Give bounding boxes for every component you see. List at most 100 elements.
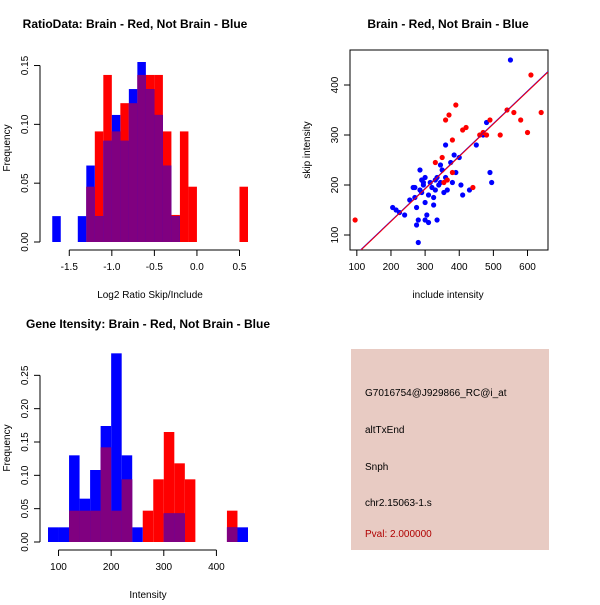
ratio-brain-bar-13 — [239, 186, 248, 242]
ratio-overlap-bar-6 — [120, 140, 129, 242]
pval-text: Pval: 2.000000 — [365, 529, 432, 540]
probe-id-text: G7016754@J929866_RC@i_at — [365, 388, 507, 399]
scatter-notbrain-point-44 — [456, 154, 462, 161]
intensity-y-tick-label-1: 0.05 — [20, 498, 31, 518]
scatter-brain-point-23 — [441, 179, 447, 186]
scatter-brain-point-17 — [518, 117, 524, 123]
scatter-brain-point-18 — [524, 129, 531, 136]
scatter-plot-frame — [349, 49, 549, 251]
intensity-x-axis-label: Intensity — [129, 590, 166, 600]
intensity-overlap-bar-11 — [226, 527, 238, 542]
intensity-y-tick-label-2: 0.10 — [20, 465, 31, 485]
scatter-brain-point-1 — [432, 159, 438, 166]
ratio-histogram-panel: RatioData: Brain - Red, Not Brain - Blue… — [2, 17, 248, 301]
location-text: chr2.15063-1.s — [365, 498, 432, 509]
ratio-y-tick-label-0: 0.00 — [20, 232, 31, 252]
intensity-overlap-bar-7 — [121, 479, 133, 542]
ratio-brain-bar-11 — [179, 131, 189, 242]
scatter-x-axis-label: include intensity — [412, 290, 483, 301]
event-type-text: altTxEnd — [365, 425, 404, 436]
scatter-notbrain-point-45 — [458, 182, 464, 188]
intensity-y-axis-label: Frequency — [2, 424, 13, 471]
intensity-y-tick-label-4: 0.20 — [20, 398, 31, 418]
scatter-notbrain-point-32 — [413, 222, 420, 228]
intensity-overlap-bar-9 — [163, 513, 175, 542]
scatter-brain-point-13 — [487, 117, 493, 123]
scatter-brain-point-9 — [470, 184, 476, 191]
intensity-brain-bar-11 — [226, 510, 238, 542]
ratio-overlap-bar-5 — [111, 131, 121, 242]
scatter-brain-point-16 — [511, 109, 517, 116]
scatter-notbrain-point-51 — [487, 169, 493, 176]
scatter-x-tick-label-5: 600 — [519, 262, 536, 273]
scatter-notbrain-point-48 — [473, 142, 479, 148]
scatter-notbrain-point-37 — [412, 184, 418, 191]
intensity-y-tick-label-0: 0.00 — [20, 532, 31, 552]
intensity-brain-bar-9 — [174, 463, 185, 542]
ratio-y-tick-label-1: 0.05 — [20, 173, 31, 193]
scatter-y-tick-label-2: 300 — [330, 126, 341, 143]
intensity-y-tick-label-3: 0.15 — [20, 432, 31, 452]
scatter-x-tick-label-0: 100 — [348, 262, 365, 273]
scatter-brain-point-2 — [439, 154, 445, 161]
scatter-notbrain-point-7 — [413, 204, 420, 211]
scatter-brain-point-19 — [528, 72, 534, 78]
scatter-brain-fit-line — [360, 71, 548, 250]
scatter-y-tick-label-1: 200 — [330, 176, 341, 193]
ratio-overlap-bar-4 — [103, 140, 112, 242]
scatter-notbrain-point-52 — [489, 179, 495, 186]
scatter-brain-point-3 — [442, 117, 449, 123]
scatter-chart-title: Brain - Red, Not Brain - Blue — [367, 17, 529, 31]
scatter-notbrain-point-14 — [424, 212, 430, 218]
intensity-brain-bar-6 — [142, 510, 154, 542]
scatter-notbrain-point-38 — [417, 167, 423, 173]
intensity-x-tick-label-1: 200 — [103, 562, 120, 573]
ratio-x-axis-label: Log2 Ratio Skip/Include — [97, 290, 203, 301]
intensity-overlap-bar-5 — [100, 447, 112, 542]
ratio-y-axis-label: Frequency — [2, 124, 13, 171]
intensity-notbrain-bar-12 — [237, 527, 248, 542]
scatter-notbrain-point-46 — [460, 192, 466, 198]
scatter-notbrain-point-53 — [507, 57, 514, 63]
intensity-notbrain-bar-8 — [132, 527, 143, 542]
scatter-y-axis-label: skip intensity — [302, 121, 313, 178]
ratio-x-tick-label-3: 0.0 — [190, 262, 204, 273]
scatter-x-tick-label-3: 400 — [451, 262, 468, 273]
ratio-overlap-bar-8 — [137, 74, 146, 242]
scatter-notbrain-point-28 — [449, 179, 456, 186]
scatter-notbrain-point-3 — [402, 212, 408, 218]
scatter-brain-point-14 — [497, 132, 503, 138]
intensity-chart-title: Gene Itensity: Brain - Red, Not Brain - … — [26, 317, 270, 331]
intensity-notbrain-bar-4 — [90, 470, 101, 542]
ratio-overlap-bar-10 — [154, 114, 163, 242]
ratio-overlap-bar-12 — [171, 216, 180, 242]
ratio-brain-bar-12 — [188, 186, 197, 242]
intensity-x-tick-label-2: 300 — [155, 562, 172, 573]
scatter-brain-point-0 — [352, 217, 358, 223]
intensity-histogram-panel: Gene Itensity: Brain - Red, Not Brain - … — [2, 317, 270, 601]
scatter-notbrain-point-39 — [420, 179, 426, 186]
scatter-brain-point-4 — [446, 112, 452, 118]
ratio-x-tick-label-4: 0.5 — [233, 262, 247, 273]
ratio-overlap-bar-2 — [86, 186, 95, 242]
ratio-brain-bar-1 — [94, 131, 104, 242]
scatter-notbrain-point-13 — [422, 199, 428, 206]
intensity-scatter-panel: Brain - Red, Not Brain - Blue include in… — [302, 17, 549, 301]
scatter-y-tick-label-0: 100 — [330, 226, 341, 243]
intensity-brain-bar-10 — [184, 479, 196, 542]
ratio-notbrain-bar-0 — [52, 216, 61, 242]
ratio-overlap-bar-11 — [162, 165, 172, 242]
intensity-overlap-bar-6 — [111, 510, 122, 542]
scatter-brain-point-21 — [449, 169, 456, 176]
ratio-y-tick-label-2: 0.10 — [20, 114, 31, 134]
scatter-notbrain-point-35 — [431, 194, 437, 201]
gene-name-text: Snph — [365, 462, 388, 473]
ratio-chart-title: RatioData: Brain - Red, Not Brain - Blue — [23, 17, 248, 31]
ratio-x-tick-label-2: -0.5 — [146, 262, 164, 273]
ratio-overlap-bar-9 — [145, 89, 155, 242]
scatter-notbrain-point-41 — [437, 162, 444, 168]
ratio-y-tick-label-3: 0.15 — [20, 55, 31, 75]
scatter-brain-point-8 — [463, 124, 469, 131]
intensity-overlap-bar-2 — [69, 510, 80, 542]
